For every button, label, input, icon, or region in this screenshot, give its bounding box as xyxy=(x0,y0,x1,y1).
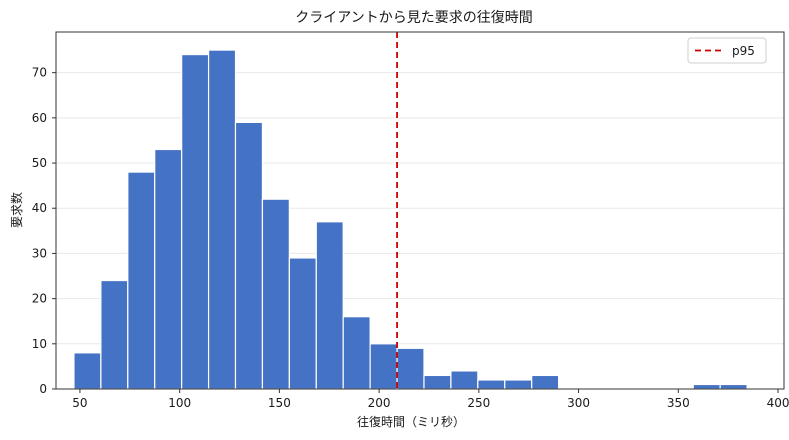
histogram-bar xyxy=(504,379,533,390)
y-tick-label: 0 xyxy=(39,382,47,396)
y-tick-label: 70 xyxy=(32,66,47,80)
histogram-bar xyxy=(369,343,398,390)
histogram-bar xyxy=(261,198,290,390)
histogram-bar xyxy=(288,257,317,390)
histogram-bar xyxy=(154,148,183,390)
histogram-bar xyxy=(100,279,129,390)
histogram-bar xyxy=(423,374,452,390)
y-tick-label: 10 xyxy=(32,337,47,351)
plot-frame xyxy=(55,31,785,390)
x-tick-label: 150 xyxy=(268,396,291,410)
histogram-bar xyxy=(531,374,560,390)
histogram-bar xyxy=(207,49,237,390)
histogram-bar xyxy=(73,352,102,390)
y-tick-label: 50 xyxy=(32,156,47,170)
histogram-bar xyxy=(450,370,479,390)
histogram-bar xyxy=(477,379,506,390)
x-axis-label: 往復時間（ミリ秒） xyxy=(357,414,465,429)
legend-p95-label: p95 xyxy=(732,44,755,58)
y-tick-label: 20 xyxy=(32,292,47,306)
x-tick-label: 400 xyxy=(767,396,789,410)
y-tick-label: 40 xyxy=(32,201,47,215)
histogram-bar xyxy=(181,53,210,390)
x-ticks: 50 100 150 200 250 300 350 400 xyxy=(72,389,789,410)
x-tick-label: 100 xyxy=(168,396,191,410)
histogram-bar xyxy=(396,347,425,390)
histogram-bar xyxy=(342,316,371,390)
legend-box xyxy=(687,37,767,64)
histogram-bar xyxy=(127,171,156,390)
y-tick-label: 60 xyxy=(32,111,47,125)
histogram-bar xyxy=(692,383,721,390)
x-tick-label: 350 xyxy=(667,396,690,410)
x-tick-label: 200 xyxy=(368,396,391,410)
histogram-bar xyxy=(315,221,344,390)
y-axis-label: 要求数 xyxy=(9,192,24,228)
x-tick-label: 250 xyxy=(467,396,490,410)
bars-layer xyxy=(73,49,748,390)
y-ticks: 0 10 20 30 40 50 60 70 xyxy=(32,66,56,396)
y-tick-label: 30 xyxy=(32,246,47,260)
legend: p95 xyxy=(687,37,767,64)
x-tick-label: 50 xyxy=(72,396,87,410)
x-tick-label: 300 xyxy=(567,396,590,410)
chart-title: クライアントから見た要求の往復時間 xyxy=(295,9,532,26)
histogram-bar xyxy=(719,383,748,390)
histogram-bar xyxy=(234,121,264,390)
